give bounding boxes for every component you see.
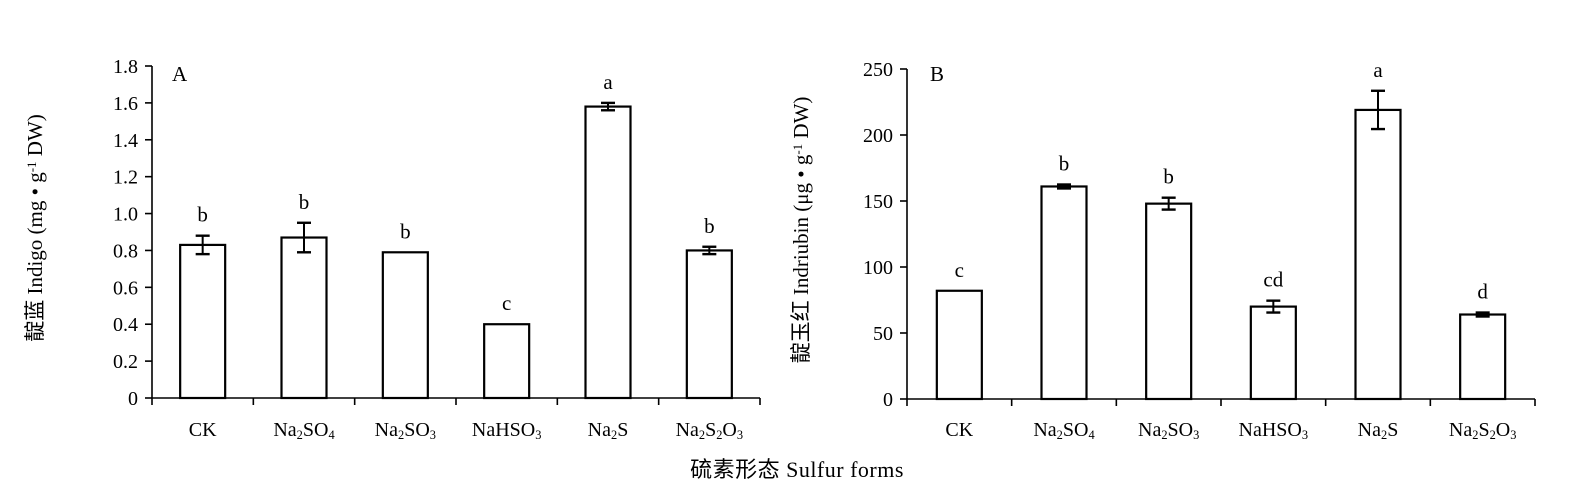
y-tick-label: 150 <box>863 191 893 213</box>
category-label: Na2SO3 <box>375 419 436 442</box>
y-tick-label: 0.6 <box>113 277 138 299</box>
significance-letter: b <box>197 203 208 227</box>
category-label: CK <box>945 419 973 441</box>
bar-5 <box>1459 313 1507 401</box>
chart-panel-B: 0 50 100 150 200 250 B 靛玉红 Indriubin (μg • g-1 … <box>789 58 1536 442</box>
panel-label: A <box>172 62 188 86</box>
significance-letter: b <box>400 219 411 243</box>
significance-letter: b <box>1059 152 1070 176</box>
y-tick-label: 0.2 <box>113 351 138 373</box>
panel-label: B <box>930 62 944 86</box>
bar-2 <box>1145 202 1193 401</box>
y-tick-label: 0 <box>128 388 138 410</box>
category-label: Na2S <box>588 419 629 442</box>
y-tick-label: 1.0 <box>113 204 138 226</box>
bar-1 <box>1040 185 1088 401</box>
bar-5 <box>685 249 733 400</box>
y-tick-label: 1.8 <box>113 56 138 78</box>
category-label: CK <box>189 419 217 441</box>
significance-letter: c <box>502 291 511 315</box>
y-tick-label: 0.8 <box>113 240 138 262</box>
significance-letter: b <box>704 214 715 238</box>
category-label: NaHSO3 <box>1239 419 1309 442</box>
significance-letter: a <box>603 70 613 94</box>
y-tick-label: 50 <box>873 323 893 345</box>
category-label: NaHSO3 <box>472 419 542 442</box>
significance-letter: b <box>299 190 310 214</box>
bar-1 <box>280 236 328 400</box>
y-tick-label: 1.4 <box>113 130 138 152</box>
bar-4 <box>584 105 632 400</box>
x-axis-title: 硫素形态 Sulfur forms <box>690 457 904 482</box>
bar-0 <box>935 289 983 401</box>
significance-letter: b <box>1163 165 1174 189</box>
y-tick-label: 0.4 <box>113 314 138 336</box>
significance-letter: cd <box>1263 268 1283 292</box>
y-axis-title: 靛玉红 Indriubin (μg • g-1 DW) <box>789 97 813 364</box>
bar-2 <box>381 251 429 400</box>
y-tick-label: 100 <box>863 257 893 279</box>
significance-letter: c <box>955 258 964 282</box>
category-label: Na2SO4 <box>1033 419 1094 442</box>
y-tick-label: 1.6 <box>113 93 138 115</box>
significance-letter: d <box>1477 280 1488 304</box>
y-tick-label: 250 <box>863 59 893 81</box>
y-tick-label: 200 <box>863 125 893 147</box>
category-label: Na2SO3 <box>1138 419 1199 442</box>
significance-letter: a <box>1373 58 1383 82</box>
bar-0 <box>179 243 227 400</box>
bar-3 <box>1249 305 1297 401</box>
y-tick-label: 0 <box>883 389 893 411</box>
category-label: Na2S <box>1358 419 1399 442</box>
chart-panel-A: 0 0.2 0.4 0.6 0.8 1.0 1.2 1.4 1.6 1.8 A 靛蓝 Indigo (… <box>23 56 761 442</box>
category-label: Na2SO4 <box>273 419 334 442</box>
bar-4 <box>1354 108 1402 401</box>
bar-3 <box>483 323 531 400</box>
y-axis-title: 靛蓝 Indigo (mg • g-1 DW) <box>23 114 47 342</box>
category-label: Na2S2O3 <box>1449 419 1517 442</box>
category-label: Na2S2O3 <box>676 419 744 442</box>
y-tick-label: 1.2 <box>113 167 138 189</box>
